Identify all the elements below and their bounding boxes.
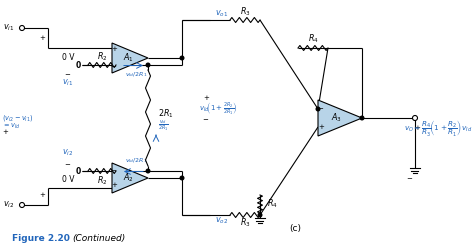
- Circle shape: [19, 25, 25, 30]
- Text: $= v_{Id}$: $= v_{Id}$: [2, 122, 20, 131]
- Text: $-$: $-$: [64, 70, 72, 76]
- Text: $R_3$: $R_3$: [240, 217, 250, 229]
- Text: (Continued): (Continued): [72, 233, 125, 243]
- Text: $v_{o2}$: $v_{o2}$: [215, 216, 228, 226]
- Circle shape: [180, 176, 184, 180]
- Text: +: +: [111, 182, 117, 188]
- Text: $A_1$: $A_1$: [122, 52, 134, 64]
- Text: +: +: [39, 35, 45, 41]
- Text: +: +: [414, 125, 420, 131]
- Text: $R_2$: $R_2$: [97, 175, 107, 187]
- Text: $v_{Id}\!\left(1+\frac{2R_2}{2R_1}\right)$: $v_{Id}\!\left(1+\frac{2R_2}{2R_1}\right…: [199, 100, 237, 116]
- Circle shape: [180, 56, 184, 60]
- Text: $v_{i2}$: $v_{i2}$: [63, 148, 73, 158]
- Text: $-$: $-$: [318, 104, 325, 110]
- Text: $\frac{v_{Id}}{2R_1}$: $\frac{v_{Id}}{2R_1}$: [158, 119, 169, 133]
- Text: $v_{i2}$: $v_{i2}$: [3, 200, 14, 210]
- Polygon shape: [318, 100, 362, 136]
- Circle shape: [19, 203, 25, 208]
- Text: $R_4$: $R_4$: [308, 33, 319, 45]
- Text: +: +: [39, 192, 45, 198]
- Text: +: +: [318, 124, 324, 130]
- Text: $v_{o1}$: $v_{o1}$: [215, 9, 228, 19]
- Text: $v_{Id}/2R_1$: $v_{Id}/2R_1$: [125, 157, 147, 165]
- Text: $-$: $-$: [110, 166, 118, 172]
- Polygon shape: [112, 43, 148, 73]
- Text: $v_{i1}$: $v_{i1}$: [3, 23, 14, 33]
- Text: $R_2$: $R_2$: [97, 51, 107, 63]
- Text: +: +: [203, 95, 209, 101]
- Circle shape: [258, 213, 262, 217]
- Circle shape: [412, 115, 418, 121]
- Text: $-$: $-$: [202, 115, 210, 121]
- Text: $v_O = \dfrac{R_4}{R_3}\!\left(1+\dfrac{R_2}{R_1}\right)v_{Id}$: $v_O = \dfrac{R_4}{R_3}\!\left(1+\dfrac{…: [404, 118, 472, 138]
- Text: $v_{Id}/2R_1$: $v_{Id}/2R_1$: [125, 71, 147, 79]
- Polygon shape: [112, 163, 148, 193]
- Text: (c): (c): [289, 223, 301, 233]
- Circle shape: [146, 63, 150, 67]
- Text: $A_3$: $A_3$: [331, 112, 343, 124]
- Circle shape: [360, 116, 364, 120]
- Text: 0 V: 0 V: [62, 53, 74, 62]
- Text: $-$: $-$: [110, 62, 118, 68]
- Text: $2R_1$: $2R_1$: [158, 108, 173, 120]
- Text: $-$: $-$: [406, 174, 413, 180]
- Text: $v_{i1}$: $v_{i1}$: [62, 78, 73, 88]
- Circle shape: [316, 107, 320, 111]
- Text: $\mathbf{0}$: $\mathbf{0}$: [74, 60, 82, 71]
- Text: $R_4$: $R_4$: [267, 198, 278, 210]
- Text: $A_2$: $A_2$: [123, 172, 134, 184]
- Text: +: +: [2, 129, 8, 135]
- Text: 0 V: 0 V: [62, 174, 74, 184]
- Text: $\mathbf{0}$: $\mathbf{0}$: [74, 166, 82, 176]
- Text: $(v_{i2}-v_{i1})$: $(v_{i2}-v_{i1})$: [2, 113, 34, 123]
- Text: $-$: $-$: [64, 160, 72, 166]
- Text: $R_3$: $R_3$: [240, 6, 250, 18]
- Text: +: +: [111, 46, 117, 52]
- Text: Figure 2.20: Figure 2.20: [12, 233, 70, 243]
- Circle shape: [146, 169, 150, 173]
